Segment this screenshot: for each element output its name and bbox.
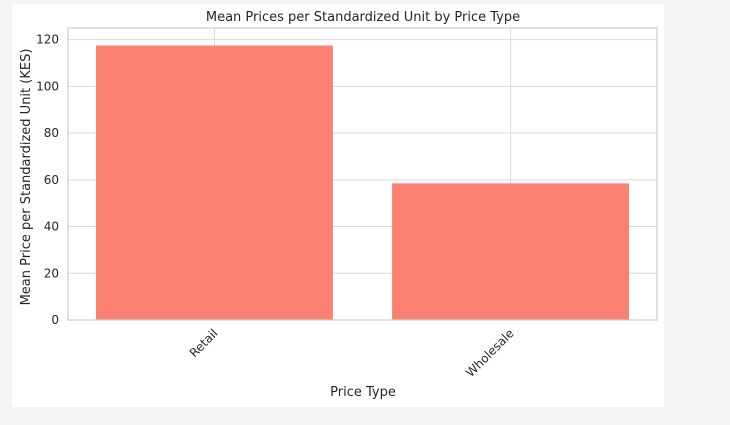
y-ticks-layer: 0 20 40 60 80 100 120 <box>36 33 59 327</box>
y-tick-label: 120 <box>36 33 59 47</box>
plot-area-border <box>67 27 658 321</box>
y-tick-label: 0 <box>51 313 59 327</box>
bar-wholesale <box>392 183 629 320</box>
x-tick-label: Retail <box>187 326 221 360</box>
y-tick-label: 100 <box>36 79 59 93</box>
y-axis-label: Mean Price per Standardized Unit (KES) <box>19 49 34 306</box>
y-tick-label: 20 <box>44 266 59 280</box>
x-axis-label: Price Type <box>330 385 396 400</box>
bar-retail <box>96 45 333 321</box>
y-tick-label: 60 <box>44 173 59 187</box>
y-tick-label: 40 <box>44 220 59 234</box>
x-tick-label: Wholesale <box>463 326 517 380</box>
y-tick-label: 80 <box>44 126 59 140</box>
chart-title: Mean Prices per Standardized Unit by Pri… <box>206 10 520 25</box>
x-ticks-layer: Retail Wholesale <box>187 326 517 380</box>
bars-layer <box>96 45 629 321</box>
